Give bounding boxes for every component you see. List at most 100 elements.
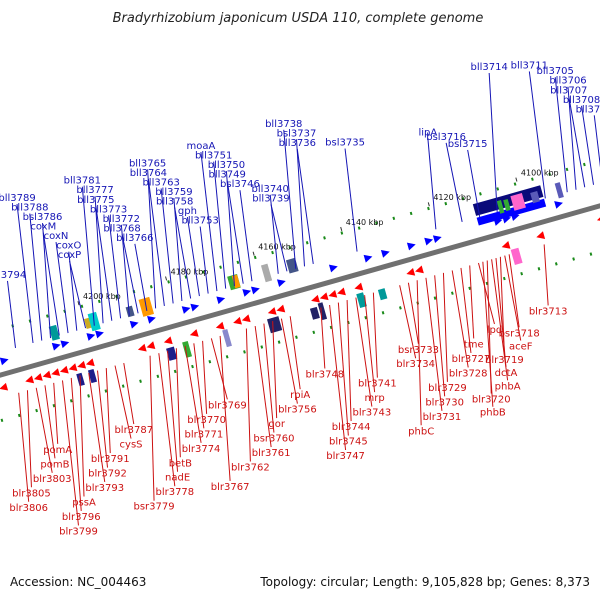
top-strand-arrow [60, 340, 70, 349]
gene-label[interactable]: pssA [72, 497, 96, 508]
gene-label[interactable]: blr3741 [358, 379, 397, 390]
gene-label[interactable]: blr3792 [88, 469, 127, 480]
gene-leader [239, 190, 253, 282]
gene-label[interactable]: blr3729 [428, 383, 467, 394]
gene-label[interactable]: blr3791 [91, 454, 130, 465]
gene-label[interactable]: blr3769 [208, 400, 247, 411]
gene-label[interactable]: blr3727 [452, 354, 491, 365]
gene-label[interactable]: bll3789 [0, 193, 36, 204]
gene-label[interactable]: gor [268, 419, 285, 430]
gene-label[interactable]: pomB [40, 459, 69, 470]
gene-label[interactable]: bll3759 [155, 187, 192, 198]
gene-leader [477, 262, 495, 325]
gene-label[interactable]: bsl3786 [23, 212, 63, 223]
gene-label[interactable]: moaA [187, 141, 216, 152]
top-strand-arrow [129, 320, 139, 329]
gene-label[interactable]: bll3753 [181, 216, 218, 227]
gene-label[interactable]: gph [178, 206, 197, 217]
gene-label[interactable]: blr3762 [231, 462, 270, 473]
gene-label[interactable]: bll3738 [265, 119, 302, 130]
gene-label[interactable]: bll3794 [0, 270, 26, 281]
bottom-strand-arrow [276, 304, 286, 313]
gene-label[interactable]: blr3743 [353, 408, 392, 419]
gene-label[interactable]: cysS [120, 440, 143, 451]
gene-label[interactable]: blr3748 [305, 369, 344, 380]
gene-leader [344, 148, 358, 252]
gene-label[interactable]: bll3766 [116, 233, 153, 244]
gene-label[interactable]: blr3745 [329, 437, 368, 448]
gene-label[interactable]: betB [169, 458, 192, 469]
gene-label[interactable]: bsl3737 [277, 128, 317, 139]
gene-label[interactable]: bll3775 [77, 195, 114, 206]
gene-label[interactable]: mrp [365, 393, 385, 404]
gene-label[interactable]: bll3708 [563, 95, 600, 106]
gene-label[interactable]: bsr3733 [398, 345, 439, 356]
gene-label[interactable]: bll3714 [470, 62, 507, 73]
gene-label[interactable]: bsl3715 [448, 139, 488, 150]
gene-label[interactable]: lpd [487, 325, 502, 336]
gene-leader [320, 307, 326, 369]
bottom-strand-arrow [137, 343, 147, 352]
cds-tick [149, 285, 153, 289]
gene-label[interactable]: pomA [43, 445, 72, 456]
gene-label[interactable]: blr3761 [252, 448, 291, 459]
gene-label[interactable]: phbB [480, 408, 506, 419]
gene-label[interactable]: bsr3779 [133, 502, 174, 513]
gene-label[interactable]: blr3778 [155, 487, 194, 498]
gene-label[interactable]: bll3740 [252, 184, 289, 195]
gene-label[interactable]: blr3770 [187, 415, 226, 426]
gene-label[interactable]: bll3705 [537, 66, 574, 77]
gene-label[interactable]: blr3774 [182, 444, 221, 455]
gene-label[interactable]: bll3772 [103, 214, 140, 225]
gene-label[interactable]: blr3747 [326, 451, 365, 462]
gene-label[interactable]: bll3751 [195, 151, 232, 162]
gene-label[interactable]: bsr3760 [253, 434, 294, 445]
gene-label[interactable]: nadE [165, 473, 190, 484]
gene-label[interactable]: dctA [495, 368, 518, 379]
gene-label[interactable]: blr3805 [12, 488, 51, 499]
gene-label[interactable]: bsl3746 [220, 179, 260, 190]
gene-label[interactable]: blr3796 [62, 512, 101, 523]
gene-label[interactable]: bll3764 [130, 168, 167, 179]
gene-label[interactable]: coxN [44, 231, 69, 242]
gene-label[interactable]: bll3706 [549, 76, 586, 87]
gene-label[interactable]: tme [464, 339, 484, 350]
gene-label[interactable]: blr3728 [449, 368, 488, 379]
gene-label[interactable]: aceF [509, 342, 533, 353]
gene-label[interactable]: phbA [495, 381, 521, 392]
gene-label[interactable]: bsl3716 [426, 132, 466, 143]
gene-label[interactable]: blr3771 [185, 429, 224, 440]
gene-label[interactable]: blr3719 [485, 355, 524, 366]
gene-label[interactable]: bll3773 [90, 204, 127, 215]
gene-label[interactable]: blr3767 [211, 482, 250, 493]
gene-label[interactable]: blr3787 [114, 425, 153, 436]
gene-label[interactable]: blr3756 [278, 405, 317, 416]
cds-tick [433, 296, 437, 300]
gene-label[interactable]: rpiA [290, 390, 310, 401]
gene-label[interactable]: bsl3735 [325, 138, 365, 149]
gene-label[interactable]: bll3765 [129, 158, 166, 169]
gene-label[interactable]: bll3788 [11, 203, 48, 214]
gene-label[interactable]: blr3720 [472, 395, 511, 406]
operon-block [472, 185, 544, 216]
gene-label[interactable]: bll3736 [279, 138, 316, 149]
gene-label[interactable]: lipA [418, 127, 437, 138]
gene-label[interactable]: blr3806 [9, 503, 48, 514]
gene-label[interactable]: blr3799 [59, 526, 98, 537]
gene-label[interactable]: blr3803 [33, 474, 72, 485]
gene-label[interactable]: blr3713 [529, 306, 568, 317]
ruler-tick [427, 202, 430, 207]
gene-label[interactable]: bll3711 [511, 60, 548, 71]
gene-label[interactable]: blr3744 [332, 422, 371, 433]
gene-label[interactable]: coxO [56, 241, 81, 252]
gene-label[interactable]: bll3777 [76, 185, 113, 196]
gene-label[interactable]: bll3781 [64, 176, 101, 187]
gene-label[interactable]: bll3750 [208, 160, 245, 171]
gene-label[interactable]: blr3793 [85, 483, 124, 494]
gene-label[interactable]: blr3730 [425, 397, 464, 408]
gene-label[interactable]: bll3709 [576, 104, 600, 115]
gene-label[interactable]: phbC [408, 426, 434, 437]
gene-label[interactable]: blr3731 [423, 412, 462, 423]
gene-label[interactable]: blr3734 [396, 359, 435, 370]
gene-label[interactable]: bll3763 [142, 177, 179, 188]
